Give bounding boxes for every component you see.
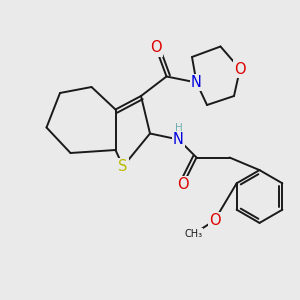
- Text: N: N: [191, 75, 202, 90]
- Text: S: S: [118, 159, 128, 174]
- Text: CH₃: CH₃: [184, 229, 202, 239]
- Text: O: O: [177, 177, 189, 192]
- Text: O: O: [209, 213, 220, 228]
- Text: N: N: [173, 132, 184, 147]
- Text: O: O: [150, 40, 162, 56]
- Text: O: O: [234, 61, 246, 76]
- Text: H: H: [175, 123, 182, 133]
